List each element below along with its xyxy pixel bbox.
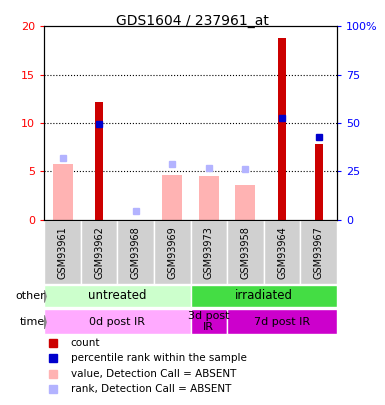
Bar: [44, 220, 81, 284]
Text: percentile rank within the sample: percentile rank within the sample: [70, 353, 246, 363]
Bar: [44, 285, 191, 307]
Bar: [227, 309, 337, 334]
Text: GDS1604 / 237961_at: GDS1604 / 237961_at: [116, 14, 269, 28]
Bar: [199, 176, 219, 220]
Text: 7d post IR: 7d post IR: [254, 317, 310, 326]
Text: GSM93961: GSM93961: [58, 226, 67, 279]
Text: GSM93967: GSM93967: [314, 226, 323, 279]
Bar: [264, 220, 300, 284]
Polygon shape: [44, 315, 46, 329]
Bar: [235, 185, 256, 220]
Text: untreated: untreated: [88, 289, 147, 303]
Text: GSM93964: GSM93964: [277, 226, 287, 279]
Bar: [154, 220, 191, 284]
Text: time: time: [20, 317, 45, 326]
Bar: [95, 102, 103, 220]
Bar: [300, 220, 337, 284]
Text: value, Detection Call = ABSENT: value, Detection Call = ABSENT: [70, 369, 236, 379]
Text: GSM93969: GSM93969: [167, 226, 177, 279]
Bar: [81, 220, 117, 284]
Text: GSM93973: GSM93973: [204, 226, 214, 279]
Text: irradiated: irradiated: [235, 289, 293, 303]
Text: GSM93958: GSM93958: [241, 226, 250, 279]
Bar: [191, 285, 337, 307]
Text: 3d post
IR: 3d post IR: [188, 311, 229, 333]
Bar: [227, 220, 264, 284]
Polygon shape: [44, 290, 46, 303]
Bar: [191, 309, 227, 334]
Bar: [162, 175, 182, 220]
Bar: [117, 220, 154, 284]
Text: GSM93968: GSM93968: [131, 226, 141, 279]
Text: rank, Detection Call = ABSENT: rank, Detection Call = ABSENT: [70, 384, 231, 394]
Text: GSM93962: GSM93962: [94, 226, 104, 279]
Text: count: count: [70, 338, 100, 348]
Bar: [44, 309, 191, 334]
Text: 0d post IR: 0d post IR: [89, 317, 146, 326]
Bar: [52, 164, 73, 220]
Bar: [191, 220, 227, 284]
Bar: [315, 144, 323, 220]
Bar: [278, 38, 286, 220]
Text: other: other: [15, 291, 45, 301]
